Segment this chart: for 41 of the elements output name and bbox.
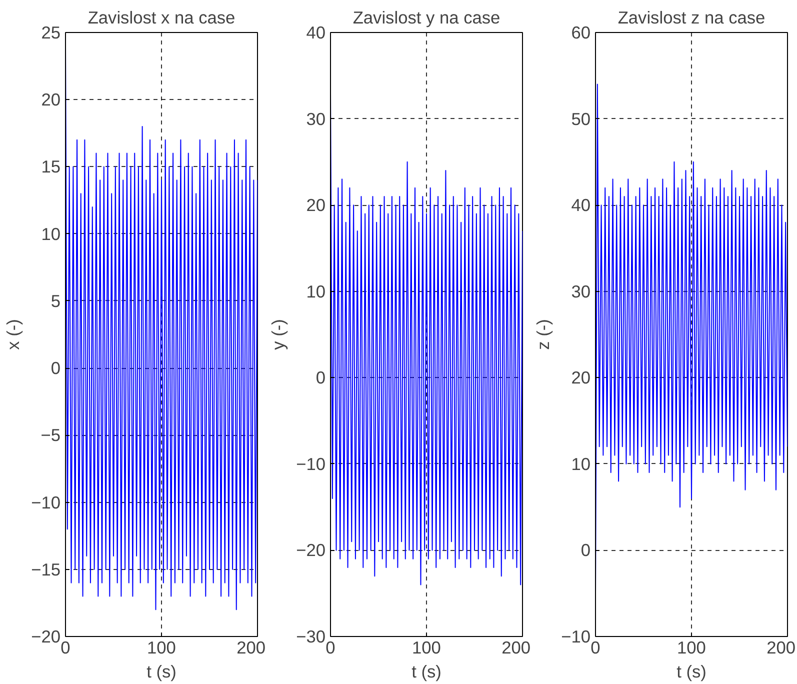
y-tick-label: 30 <box>571 281 591 302</box>
y-tick-label: 10 <box>41 224 61 244</box>
y-tick-label: −15 <box>31 559 61 580</box>
y-tick-label: 50 <box>571 108 591 129</box>
y-tick-label: 60 <box>571 22 591 42</box>
y-tick-label: 15 <box>41 156 61 177</box>
x-tick-label: 200 <box>236 638 266 658</box>
y-tick-label: −10 <box>561 626 591 646</box>
y-tick-label: 20 <box>41 90 61 110</box>
y-tick-label: 30 <box>306 108 326 129</box>
x-tick-label: 100 <box>147 638 176 658</box>
y-tick-label: −30 <box>296 626 326 646</box>
y-tick-label: 5 <box>50 290 61 311</box>
chart-title: Zavislost y na case <box>352 8 500 28</box>
x-tick-label: 200 <box>766 638 796 658</box>
y-tick-label: 25 <box>41 22 61 42</box>
y-tick-label: 20 <box>306 195 326 216</box>
y-tick-label: 0 <box>316 368 326 388</box>
x-axis-title: t (s) <box>676 662 706 682</box>
y-tick-label: 0 <box>580 540 591 560</box>
y-tick-label: −5 <box>40 425 61 446</box>
x-axis-title: t (s) <box>412 662 442 682</box>
y-tick-label: 10 <box>571 454 591 474</box>
x-axis-title: t (s) <box>146 662 176 682</box>
y-axis-title: z (-) <box>533 319 554 350</box>
x-tick-label: 100 <box>412 638 441 658</box>
chart-title: Zavislost z na case <box>618 8 766 28</box>
y-axis-title: y (-) <box>268 319 288 350</box>
y-axis-title: x (-) <box>3 319 24 350</box>
y-tick-label: −10 <box>31 492 61 512</box>
x-tick-label: 100 <box>677 638 706 658</box>
y-tick-label: −10 <box>296 454 326 474</box>
y-tick-label: 40 <box>571 195 591 216</box>
y-tick-label: −20 <box>296 540 326 560</box>
y-tick-label: −20 <box>31 626 61 646</box>
y-tick-label: 0 <box>50 358 61 378</box>
y-tick-label: 10 <box>306 281 326 302</box>
y-tick-label: 20 <box>571 368 591 388</box>
y-tick-label: 40 <box>306 22 326 42</box>
x-tick-label: 200 <box>502 638 531 658</box>
chart-title: Zavislost x na case <box>88 8 236 28</box>
